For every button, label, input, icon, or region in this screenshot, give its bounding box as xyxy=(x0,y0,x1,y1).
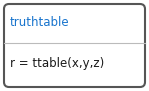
Text: r = ttable(x,y,z): r = ttable(x,y,z) xyxy=(10,57,104,70)
Text: truthtable: truthtable xyxy=(10,16,70,29)
FancyBboxPatch shape xyxy=(4,4,145,87)
